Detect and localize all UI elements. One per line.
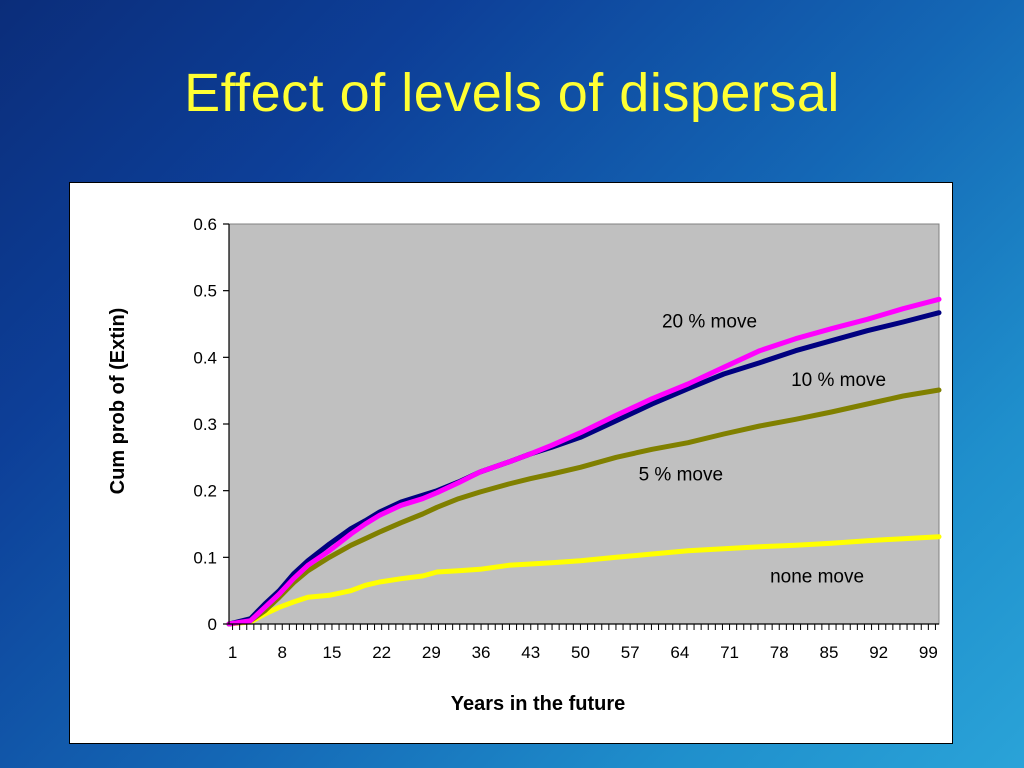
y-tick-label: 0.2 bbox=[193, 482, 217, 501]
y-axis-label: Cum prob of (Extin) bbox=[107, 308, 129, 495]
x-tick-label: 8 bbox=[278, 643, 287, 662]
series-annotation: 20 % move bbox=[662, 311, 757, 332]
x-tick-label: 36 bbox=[472, 643, 491, 662]
series-annotations: 20 % move 10 % move 5 % move none move bbox=[639, 311, 887, 587]
series-line-4 bbox=[226, 296, 942, 627]
plot-area bbox=[228, 223, 940, 625]
x-tick-label: 92 bbox=[869, 643, 888, 662]
line-chart: 0 0.1 0.2 0.3 0.4 0.5 0.6 1 8 15 22 29 36 43 50 57 64 71 7… bbox=[107, 215, 942, 715]
x-tick-label: 99 bbox=[919, 643, 938, 662]
y-tick-label: 0.6 bbox=[193, 215, 217, 234]
x-axis-label: Years in the future bbox=[451, 693, 626, 715]
y-tick-label: 0.5 bbox=[193, 282, 217, 301]
x-tick-label: 29 bbox=[422, 643, 441, 662]
chart-panel: 0 0.1 0.2 0.3 0.4 0.5 0.6 1 8 15 22 29 36 43 50 57 64 71 7… bbox=[69, 182, 953, 744]
y-tick-label: 0 bbox=[208, 615, 217, 634]
axes bbox=[223, 223, 939, 630]
x-tick-label: 85 bbox=[819, 643, 838, 662]
y-tick-label: 0.4 bbox=[193, 348, 217, 367]
x-tick-label: 1 bbox=[228, 643, 237, 662]
y-tick-label: 0.3 bbox=[193, 415, 217, 434]
series-lines bbox=[226, 296, 942, 627]
x-tick-label: 43 bbox=[521, 643, 540, 662]
x-tick-label: 71 bbox=[720, 643, 739, 662]
slide-title: Effect of levels of dispersal bbox=[184, 63, 840, 123]
series-annotation: none move bbox=[770, 567, 864, 588]
x-tick-label: 22 bbox=[372, 643, 391, 662]
tick-labels: 0 0.1 0.2 0.3 0.4 0.5 0.6 1 8 15 22 29 36 43 50 57 64 71 7… bbox=[193, 215, 937, 662]
series-line-1 bbox=[226, 534, 942, 627]
x-tick-label: 64 bbox=[670, 643, 689, 662]
series-annotation: 10 % move bbox=[791, 370, 886, 391]
y-tick-label: 0.1 bbox=[193, 548, 217, 567]
x-tick-label: 15 bbox=[322, 643, 341, 662]
x-tick-label: 78 bbox=[770, 643, 789, 662]
series-line-2 bbox=[226, 387, 942, 627]
x-tick-label: 50 bbox=[571, 643, 590, 662]
series-annotation: 5 % move bbox=[639, 465, 723, 486]
x-tick-label: 57 bbox=[621, 643, 640, 662]
